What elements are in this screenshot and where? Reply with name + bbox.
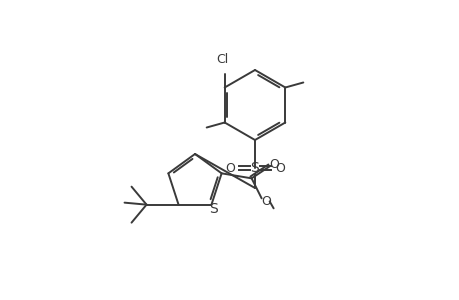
Text: O: O bbox=[274, 161, 284, 175]
Text: S: S bbox=[250, 161, 259, 175]
Text: O: O bbox=[261, 195, 271, 208]
Text: O: O bbox=[224, 161, 235, 175]
Text: S: S bbox=[209, 202, 218, 216]
Text: Cl: Cl bbox=[216, 53, 228, 66]
Text: O: O bbox=[269, 158, 279, 171]
